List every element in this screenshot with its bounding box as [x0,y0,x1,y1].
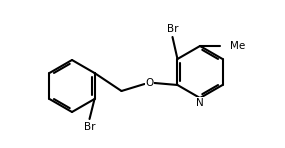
Text: O: O [145,78,154,88]
Text: Br: Br [84,122,95,132]
Text: N: N [196,98,204,108]
Text: Me: Me [230,41,245,51]
Text: Br: Br [167,24,178,34]
